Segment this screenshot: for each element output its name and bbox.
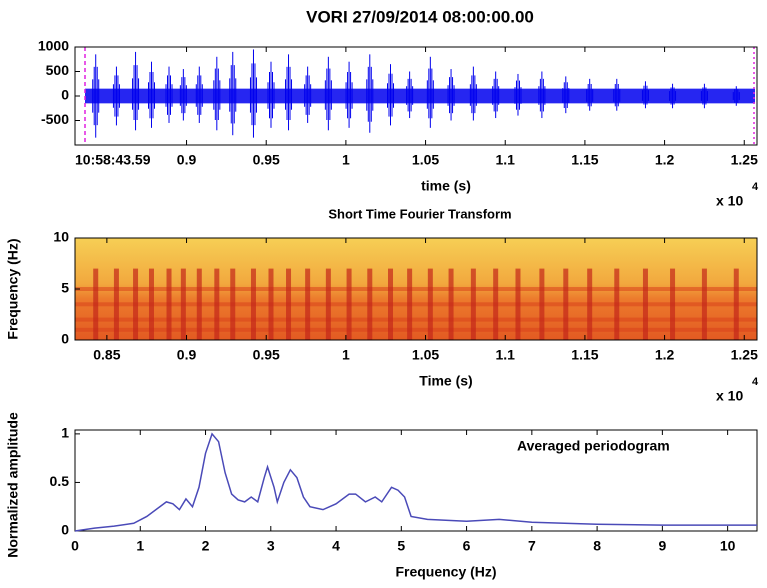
x-tick-label: 8 — [593, 538, 601, 554]
streak — [407, 268, 413, 340]
x-axis-label: time (s) — [421, 178, 471, 194]
streak — [230, 268, 236, 340]
streak — [268, 268, 274, 340]
streak — [286, 268, 292, 340]
y-tick-label: 1000 — [38, 38, 69, 54]
streak — [701, 268, 707, 340]
x-tick-label: 0.9 — [177, 347, 197, 363]
x-tick-label: 1 — [342, 152, 350, 168]
x-tick-label: 1.25 — [731, 347, 758, 363]
band — [75, 302, 757, 307]
streak — [196, 268, 202, 340]
streak — [305, 268, 311, 340]
periodogram-line — [74, 432, 757, 532]
streak — [325, 268, 331, 340]
streak — [180, 268, 186, 340]
x-tick-label: 4 — [332, 538, 340, 554]
x-tick-label: 0.85 — [93, 347, 120, 363]
y-tick-label: 0 — [61, 331, 69, 347]
x-tick-label: 9 — [658, 538, 666, 554]
x-tick-label: 5 — [397, 538, 405, 554]
streak — [93, 268, 99, 340]
x-tick-label: 2 — [202, 538, 210, 554]
streak — [670, 268, 676, 340]
streak — [515, 268, 521, 340]
y-tick-label: 5 — [61, 280, 69, 296]
annotation-bg — [75, 151, 167, 171]
y-tick-label: 0 — [61, 87, 69, 103]
streak — [113, 268, 119, 340]
x-tick-label: 0 — [71, 538, 79, 554]
streak — [250, 268, 256, 340]
x-tick-label: 1.15 — [571, 347, 598, 363]
streak — [587, 268, 593, 340]
y-tick-label: 1 — [61, 425, 69, 441]
x-tick-label: 0.95 — [253, 152, 280, 168]
x-tick-label: 1.25 — [731, 152, 758, 168]
y-tick-label: 0.5 — [50, 473, 70, 489]
x-axis-label: Frequency (Hz) — [395, 564, 496, 580]
x-tick-label: 3 — [267, 538, 275, 554]
legend-label: Averaged periodogram — [517, 438, 670, 454]
streak — [346, 268, 352, 340]
streak — [733, 268, 739, 340]
streak — [388, 268, 394, 340]
x-multiplier: x 10 — [716, 388, 743, 404]
streak — [493, 268, 499, 340]
y-tick-label: 0 — [61, 522, 69, 538]
x-tick-label: 0.95 — [253, 347, 280, 363]
x-tick-label: 1.1 — [495, 152, 515, 168]
y-tick-label: 500 — [46, 62, 70, 78]
streak — [539, 268, 545, 340]
streak — [427, 268, 433, 340]
streak — [367, 268, 373, 340]
y-tick-label: 10 — [53, 229, 69, 245]
chart-title: Short Time Fourier Transform — [328, 206, 511, 221]
noise-band — [85, 88, 755, 104]
x-tick-label: 1.2 — [655, 152, 675, 168]
x-tick-label: 6 — [463, 538, 471, 554]
streak — [448, 268, 454, 340]
y-axis-label: Frequency (Hz) — [5, 238, 21, 339]
y-axis-label: Normalized amplitude — [5, 412, 21, 558]
x-multiplier: x 10 — [716, 193, 743, 209]
band — [75, 317, 757, 322]
x-tick-label: 0.9 — [177, 152, 197, 168]
x-exponent: 4 — [752, 181, 759, 193]
streak — [166, 268, 172, 340]
x-tick-label: 1.2 — [655, 347, 675, 363]
streak — [563, 268, 569, 340]
x-tick-label: 1.15 — [571, 152, 598, 168]
x-exponent: 4 — [752, 376, 759, 388]
x-tick-label: 10 — [720, 538, 736, 554]
x-tick-label: 1.1 — [495, 347, 515, 363]
x-tick-label: 1.05 — [412, 152, 439, 168]
streak — [148, 268, 154, 340]
x-axis-label: Time (s) — [419, 373, 472, 389]
y-tick-label: -500 — [41, 111, 69, 127]
x-tick-label: 7 — [528, 538, 536, 554]
x-tick-label: 1.05 — [412, 347, 439, 363]
streak — [614, 268, 620, 340]
plot-frame — [74, 429, 758, 532]
band — [75, 327, 757, 332]
annotation: 10:58:43.59 — [75, 152, 151, 168]
chart-title: VORI 27/09/2014 08:00:00.00 — [306, 7, 534, 26]
streak — [470, 268, 476, 340]
streak — [642, 268, 648, 340]
streak — [133, 268, 139, 340]
x-tick-label: 1 — [136, 538, 144, 554]
streak — [214, 268, 220, 340]
band — [75, 287, 757, 291]
x-tick-label: 1 — [342, 347, 350, 363]
